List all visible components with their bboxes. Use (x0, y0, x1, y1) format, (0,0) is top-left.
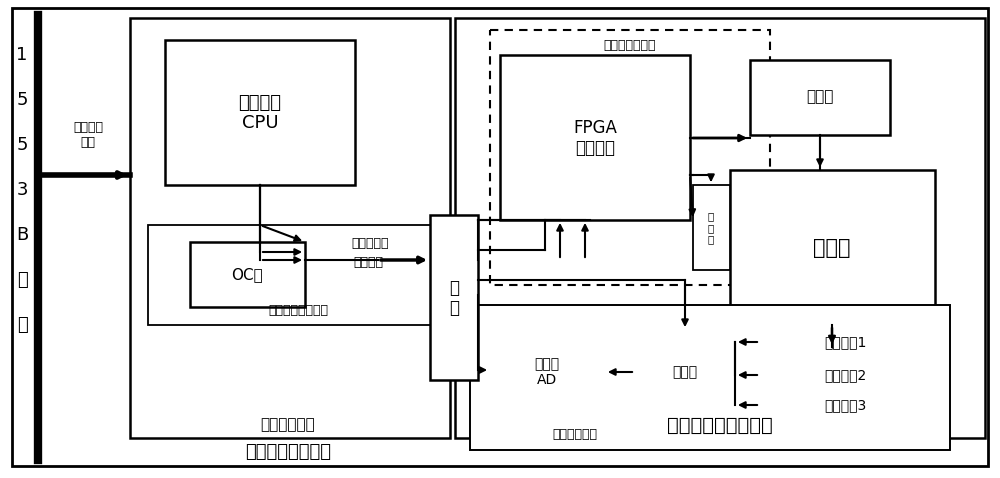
Bar (490, 30, 770, 285)
Text: 高精度
AD: 高精度 AD (534, 357, 560, 387)
Bar (730, 170, 935, 325)
Bar (148, 225, 450, 325)
Text: 成像控制
指令: 成像控制 指令 (73, 121, 103, 149)
Bar (500, 55, 690, 220)
Bar (750, 60, 890, 135)
Bar (470, 305, 950, 450)
Text: 加断电控制模块: 加断电控制模块 (604, 39, 656, 52)
Text: 制
冷
器: 制 冷 器 (708, 211, 714, 245)
Text: 管理功能
CPU: 管理功能 CPU (239, 94, 282, 132)
Text: 线: 线 (17, 316, 27, 334)
Bar (165, 40, 355, 185)
Text: 测温电路1: 测温电路1 (824, 335, 866, 349)
Text: 指令传输链路模块: 指令传输链路模块 (268, 304, 328, 316)
Text: 选择器: 选择器 (672, 365, 698, 379)
Bar (760, 315, 930, 370)
Text: 3: 3 (16, 181, 28, 199)
Bar (190, 242, 305, 307)
Text: 1: 1 (16, 46, 28, 64)
Text: 探测器: 探测器 (813, 238, 851, 258)
Text: 加断电指令: 加断电指令 (351, 237, 389, 250)
Text: 5: 5 (16, 136, 28, 154)
Bar (130, 18, 450, 438)
Text: 光
耦: 光 耦 (449, 279, 459, 317)
Text: 继电器: 继电器 (806, 89, 834, 105)
Text: 测温电路2: 测温电路2 (824, 368, 866, 382)
Bar (430, 215, 478, 380)
Text: 测温电路3: 测温电路3 (824, 398, 866, 412)
Bar (760, 348, 930, 402)
Text: 三线传输: 三线传输 (353, 257, 383, 270)
Text: 温度采集模块: 温度采集模块 (552, 428, 598, 442)
Bar (490, 330, 605, 415)
Bar (760, 347, 930, 402)
Text: 管理控制单元: 管理控制单元 (261, 417, 315, 433)
Bar (455, 18, 985, 438)
Text: FPGA
三模冗余: FPGA 三模冗余 (573, 119, 617, 157)
Bar (635, 330, 735, 415)
Text: 总: 总 (17, 271, 27, 289)
Bar (693, 185, 730, 270)
Text: 5: 5 (16, 91, 28, 109)
Bar (760, 378, 930, 433)
Text: 红外探测器控制单元: 红外探测器控制单元 (667, 415, 773, 435)
Text: 红外成像有效载荷: 红外成像有效载荷 (245, 443, 331, 461)
Text: B: B (16, 226, 28, 244)
Text: OC门: OC门 (231, 268, 263, 282)
